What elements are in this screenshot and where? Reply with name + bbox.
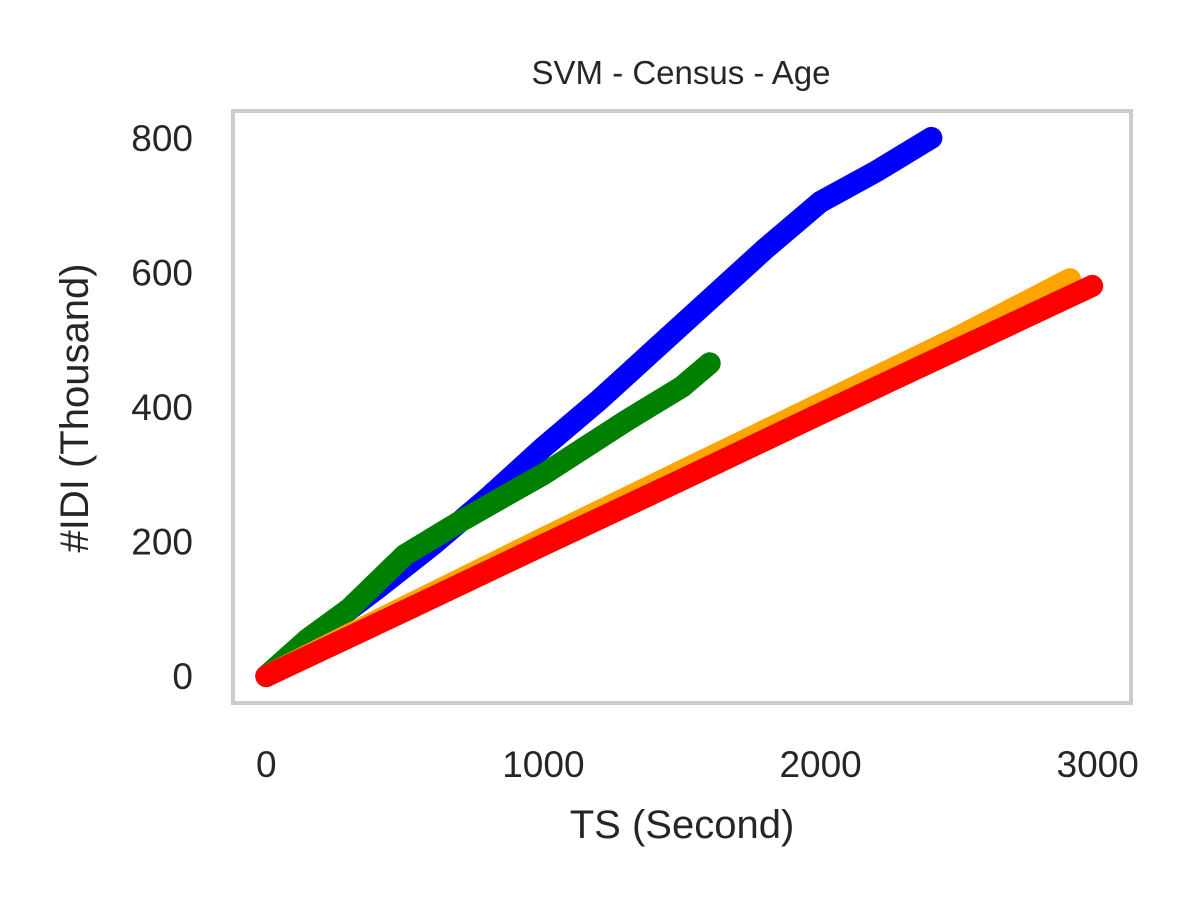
x-tick-labels: 0 1000 2000 3000 bbox=[256, 744, 1139, 785]
series-layer bbox=[255, 126, 1104, 688]
x-tick-label: 2000 bbox=[779, 744, 861, 785]
y-tick-label: 0 bbox=[172, 656, 193, 697]
series-line-2 bbox=[255, 352, 721, 688]
y-axis-label: #IDI (Thousand) bbox=[53, 263, 97, 552]
x-axis-label: TS (Second) bbox=[570, 803, 795, 847]
y-tick-label: 200 bbox=[131, 522, 193, 563]
y-tick-label: 800 bbox=[131, 118, 193, 159]
plot-frame bbox=[231, 109, 1133, 705]
x-tick-label: 3000 bbox=[1057, 744, 1139, 785]
y-tick-label: 600 bbox=[131, 253, 193, 294]
x-tick-label: 1000 bbox=[502, 744, 584, 785]
series-line-4 bbox=[255, 274, 1104, 688]
x-tick-label: 0 bbox=[256, 744, 277, 785]
y-tick-label: 400 bbox=[131, 387, 193, 428]
y-tick-labels: 0 200 400 600 800 bbox=[131, 118, 193, 697]
chart-title: SVM - Census - Age bbox=[532, 54, 831, 91]
